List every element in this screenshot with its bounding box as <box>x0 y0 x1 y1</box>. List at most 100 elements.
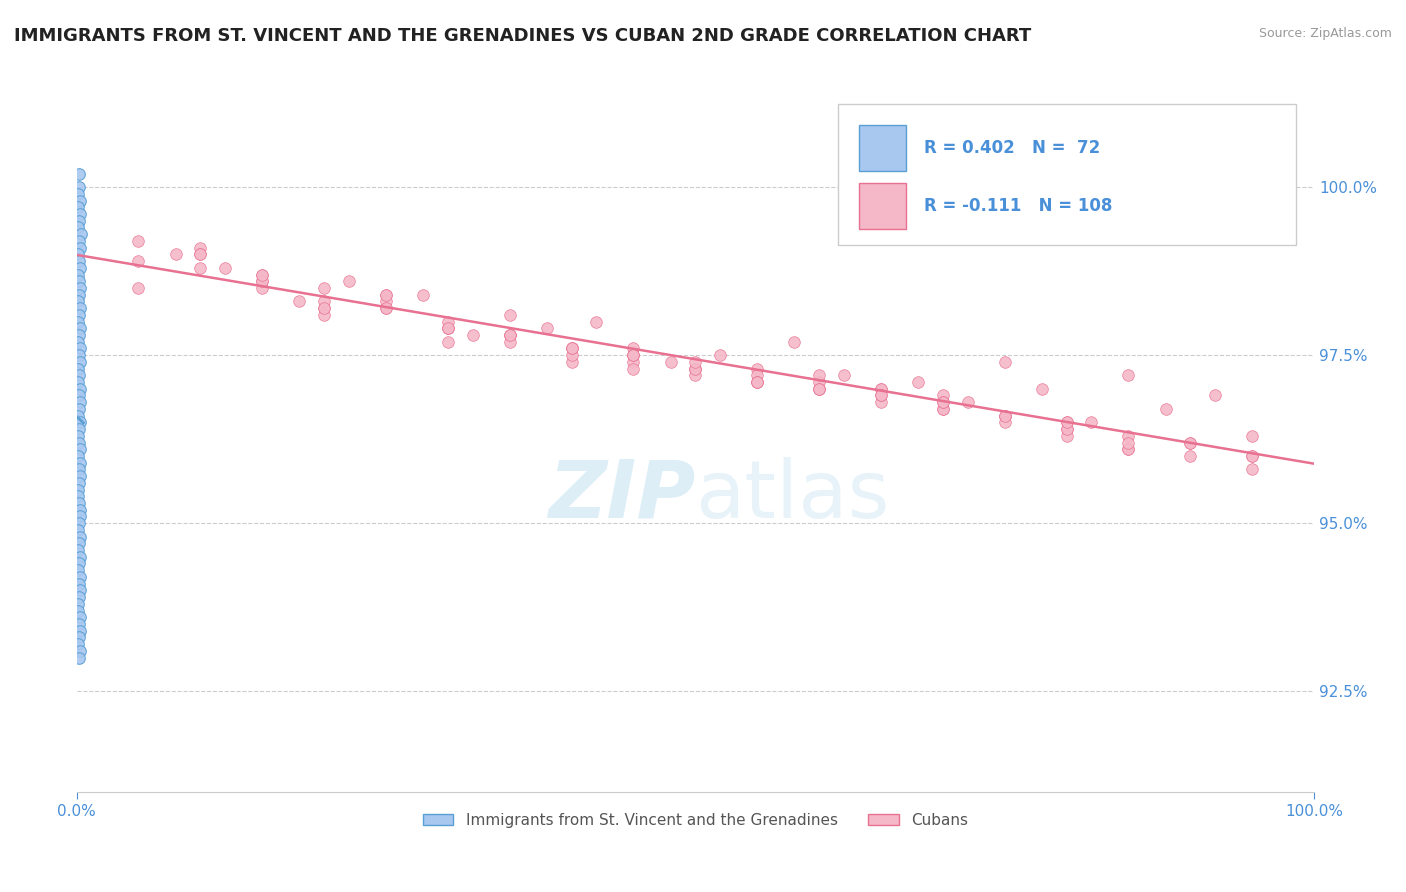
Point <box>67 388 90 402</box>
Point <box>67 516 90 531</box>
Point <box>250 274 273 288</box>
Point <box>870 395 893 409</box>
Point <box>994 409 1017 423</box>
Point <box>127 254 149 268</box>
Point <box>69 530 91 544</box>
Point <box>499 308 522 322</box>
Point <box>623 348 645 362</box>
Point <box>374 287 396 301</box>
Point <box>312 301 335 315</box>
Point <box>67 597 90 611</box>
Point <box>561 342 583 356</box>
Point <box>1241 429 1264 443</box>
Point <box>1080 415 1102 429</box>
Point <box>67 496 90 510</box>
Point <box>69 456 91 470</box>
Point <box>685 355 707 369</box>
Point <box>808 375 831 389</box>
Point <box>374 294 396 309</box>
Point <box>1118 435 1140 450</box>
Point <box>747 375 769 389</box>
Point <box>1180 449 1202 463</box>
Point <box>69 241 91 255</box>
Point <box>1204 388 1226 402</box>
Point <box>69 342 91 356</box>
Point <box>69 321 91 335</box>
Point <box>461 328 484 343</box>
Point <box>312 294 335 309</box>
Point <box>994 415 1017 429</box>
Point <box>870 382 893 396</box>
Point <box>685 368 707 383</box>
Point <box>70 227 93 242</box>
Point <box>1118 368 1140 383</box>
Point <box>709 348 731 362</box>
Point <box>67 254 90 268</box>
FancyBboxPatch shape <box>838 104 1295 245</box>
Point <box>69 415 91 429</box>
Point <box>69 644 91 658</box>
Point <box>499 328 522 343</box>
Point <box>412 287 434 301</box>
Point <box>288 294 311 309</box>
Point <box>932 401 955 416</box>
Point <box>1154 401 1177 416</box>
Point <box>67 314 90 328</box>
Point <box>561 342 583 356</box>
Point <box>69 610 91 624</box>
Point <box>67 348 90 362</box>
Point <box>67 590 90 604</box>
Point <box>561 355 583 369</box>
Point <box>67 186 90 201</box>
Point <box>623 348 645 362</box>
Point <box>585 314 607 328</box>
Point <box>127 234 149 248</box>
Point <box>67 268 90 282</box>
Point <box>312 308 335 322</box>
Point <box>67 617 90 632</box>
Point <box>561 348 583 362</box>
Point <box>69 194 91 208</box>
Point <box>437 321 460 335</box>
Point <box>747 375 769 389</box>
Point <box>69 549 91 564</box>
Point <box>67 287 90 301</box>
Point <box>67 462 90 476</box>
Point <box>685 361 707 376</box>
Point <box>1031 382 1053 396</box>
Point <box>1056 429 1078 443</box>
Point <box>67 557 90 571</box>
Point <box>437 321 460 335</box>
Point <box>67 213 90 227</box>
Point <box>808 382 831 396</box>
Point <box>69 301 91 315</box>
Point <box>312 301 335 315</box>
Point <box>66 523 89 537</box>
Point <box>685 361 707 376</box>
Point <box>69 395 91 409</box>
Point <box>1180 435 1202 450</box>
Point <box>66 220 89 235</box>
Point <box>1056 415 1078 429</box>
Point <box>67 650 90 665</box>
Point <box>956 395 979 409</box>
Point <box>312 281 335 295</box>
Point <box>250 268 273 282</box>
Point <box>67 637 90 651</box>
Point <box>685 361 707 376</box>
Point <box>67 536 90 550</box>
Point <box>374 287 396 301</box>
Point <box>188 247 211 261</box>
Point <box>69 207 91 221</box>
Point <box>623 342 645 356</box>
Point <box>337 274 360 288</box>
Point <box>67 328 90 343</box>
Point <box>783 334 806 349</box>
Point <box>69 583 91 598</box>
Point <box>67 631 90 645</box>
Point <box>67 274 90 288</box>
Text: atlas: atlas <box>696 457 890 534</box>
Point <box>832 368 855 383</box>
Point <box>69 442 91 457</box>
Text: Source: ZipAtlas.com: Source: ZipAtlas.com <box>1258 27 1392 40</box>
